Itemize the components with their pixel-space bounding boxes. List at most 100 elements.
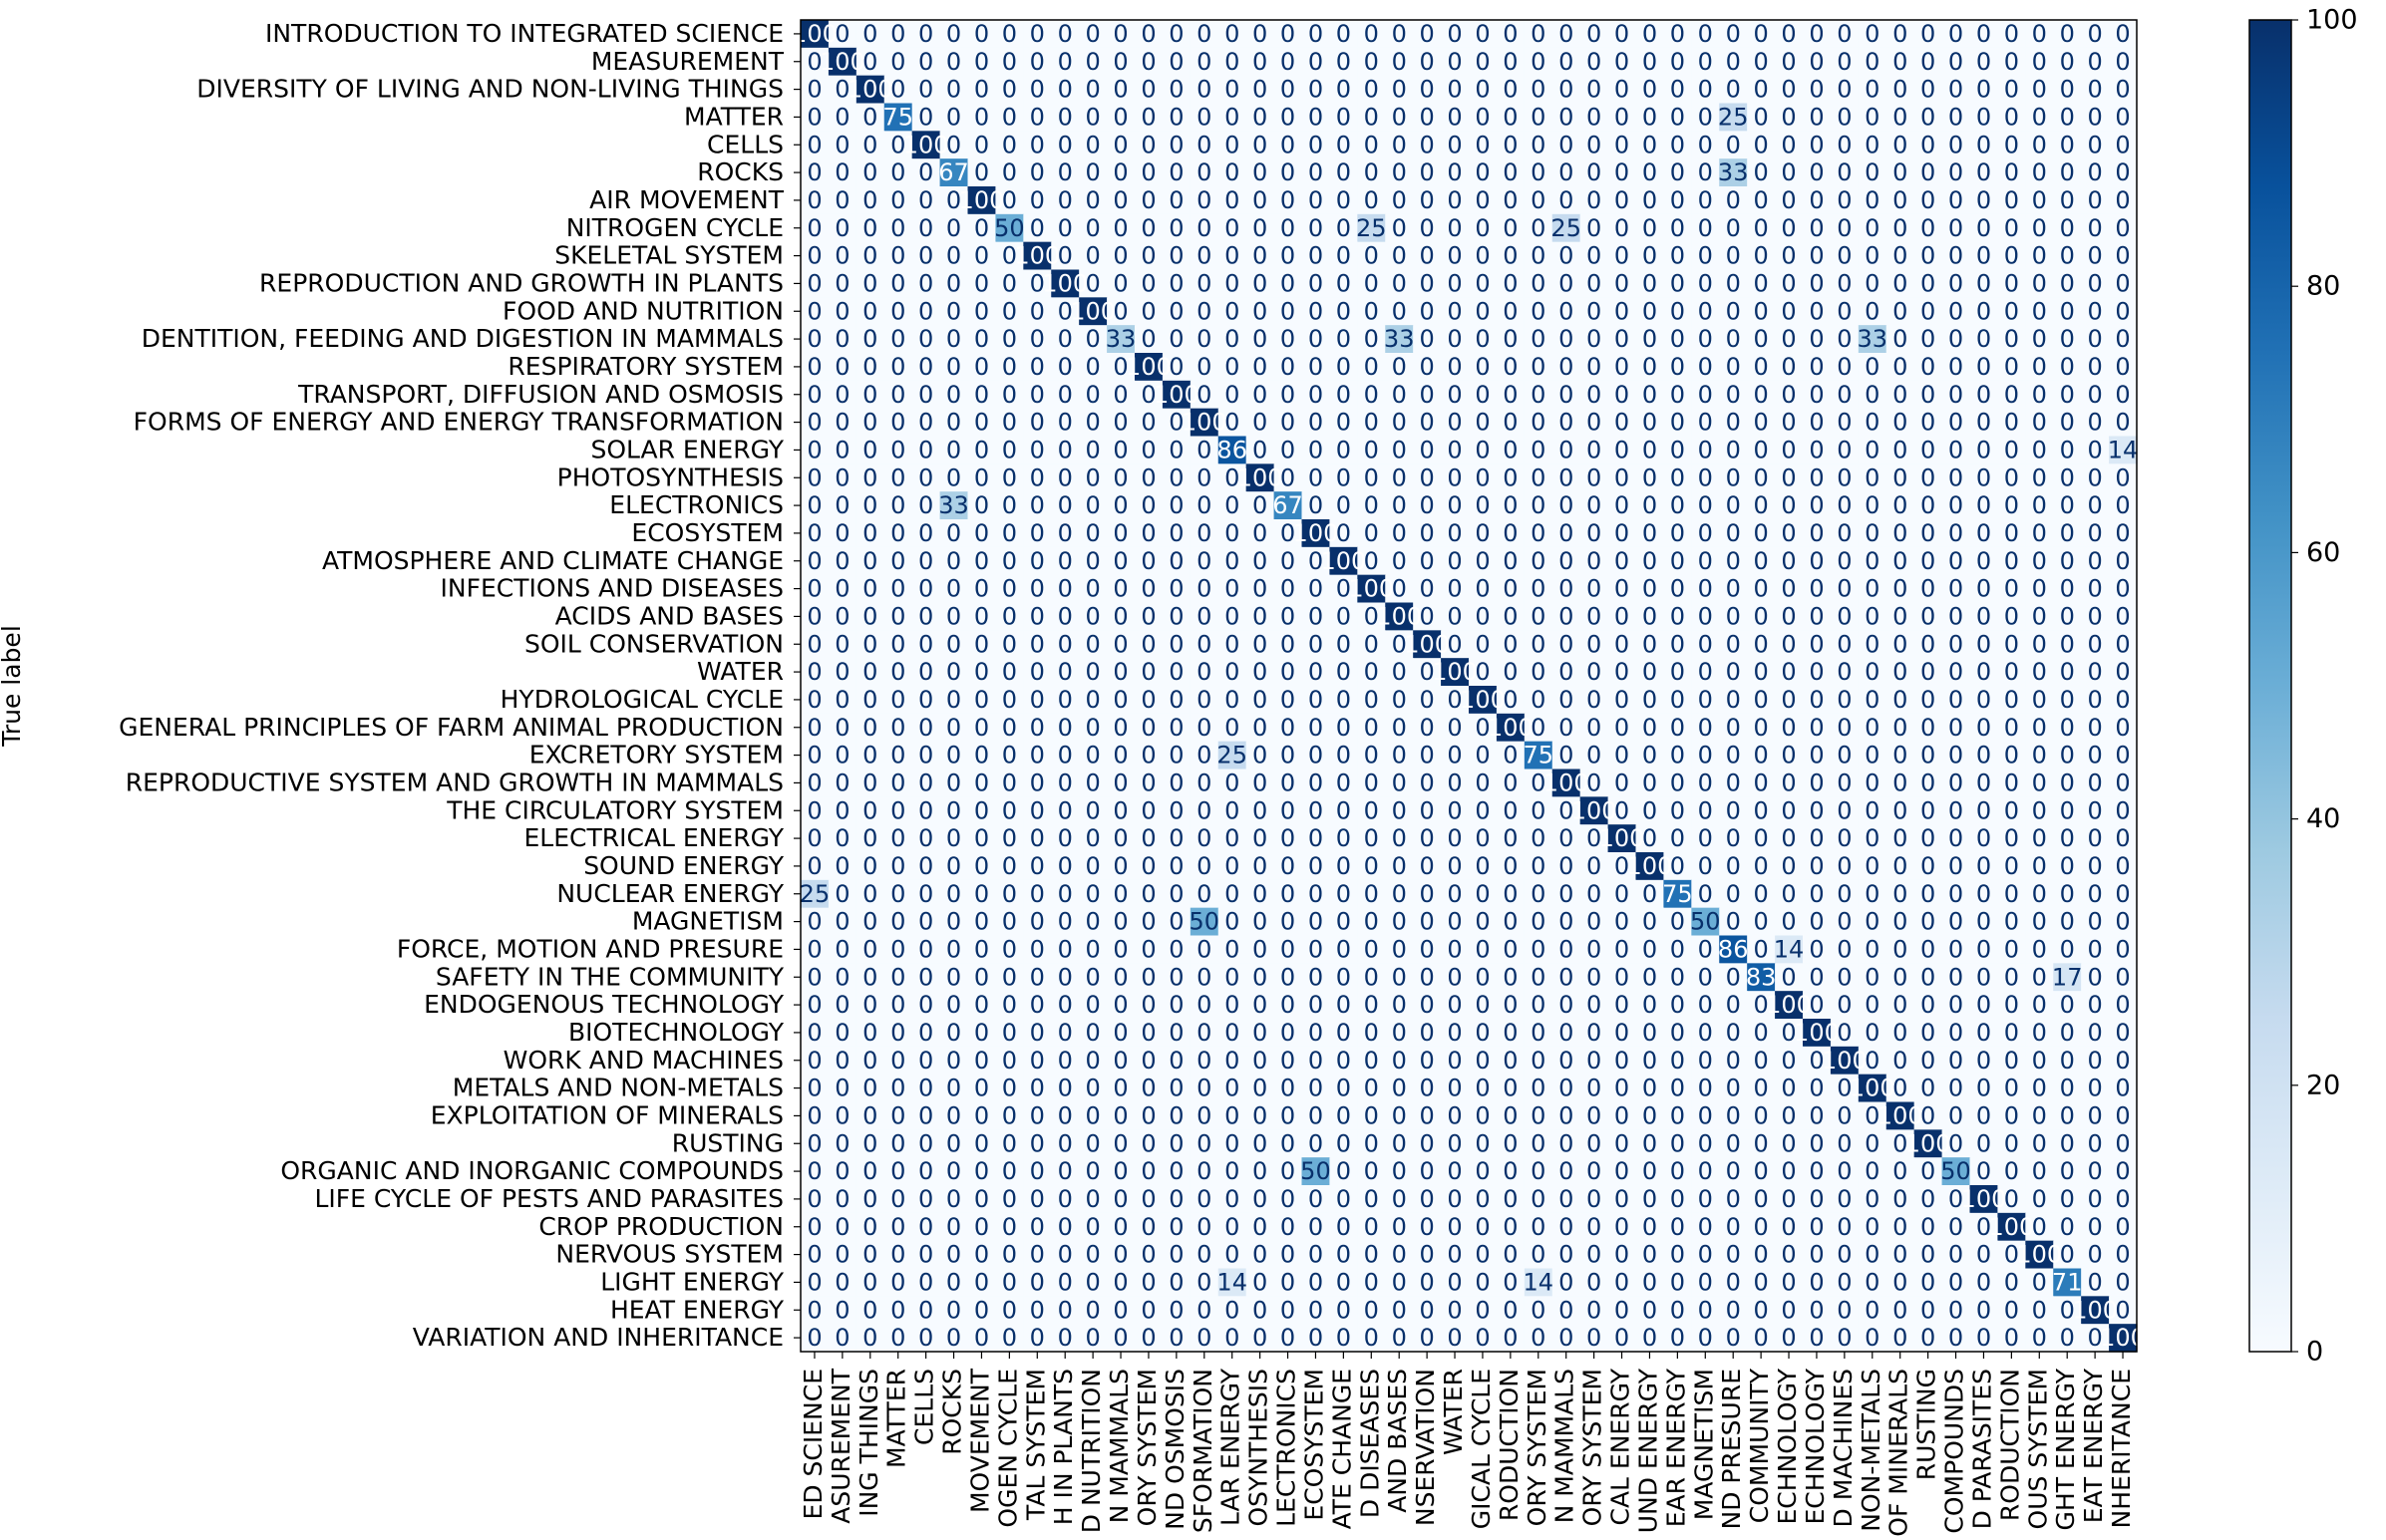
cell-value-label: 0 — [807, 852, 822, 880]
x-tick-label: D PARASITES — [1967, 1369, 1996, 1529]
cell-value-label: 0 — [1614, 1019, 1629, 1047]
x-tick-label: RODUCTION — [1995, 1369, 2024, 1521]
cell-value-label: 0 — [1642, 1047, 1657, 1075]
cell-value-label: 0 — [1419, 158, 1434, 186]
cell-value-label: 0 — [1865, 908, 1879, 936]
cell-value-label: 0 — [1726, 824, 1741, 852]
cell-value-label: 0 — [862, 491, 877, 519]
cell-value-label: 0 — [2087, 991, 2102, 1019]
cell-value-label: 0 — [1698, 880, 1713, 908]
cell-value-label: 0 — [1586, 658, 1601, 686]
cell-value-label: 0 — [1698, 742, 1713, 770]
cell-value-label: 50 — [1190, 908, 1220, 936]
cell-value-label: 0 — [1392, 1185, 1407, 1213]
cell-value-label: 0 — [1558, 1324, 1573, 1352]
cell-value-label: 0 — [1531, 1157, 1545, 1185]
cell-value-label: 0 — [2032, 1324, 2047, 1352]
cell-value-label: 0 — [1531, 269, 1545, 297]
cell-value-label: 0 — [1280, 714, 1295, 742]
cell-value-label: 0 — [946, 630, 961, 658]
heatmap-cell — [1051, 20, 1080, 49]
cell-value-label: 0 — [1558, 1101, 1573, 1129]
cell-value-label: 0 — [1503, 242, 1518, 270]
heatmap-cell — [1413, 20, 1442, 49]
cell-value-label: 0 — [974, 1241, 989, 1269]
cell-value-label: 0 — [2032, 20, 2047, 48]
cell-value-label: 100 — [2016, 1241, 2062, 1269]
cell-value-label: 0 — [1475, 1296, 1490, 1324]
cell-value-label: 0 — [946, 1213, 961, 1241]
cell-value-label: 0 — [1030, 630, 1045, 658]
cell-value-label: 0 — [1892, 1185, 1907, 1213]
cell-value-label: 0 — [1892, 463, 1907, 491]
cell-value-label: 25 — [1550, 214, 1581, 242]
cell-value-label: 0 — [1113, 1129, 1128, 1157]
cell-value-label: 0 — [2004, 880, 2019, 908]
cell-value-label: 0 — [890, 935, 905, 963]
cell-value-label: 0 — [1169, 103, 1184, 131]
cell-value-label: 0 — [1196, 1241, 1211, 1269]
cell-value-label: 0 — [1892, 242, 1907, 270]
cell-value-label: 0 — [1809, 103, 1824, 131]
cell-value-label: 0 — [1948, 575, 1963, 603]
cell-value-label: 0 — [835, 824, 850, 852]
cell-value-label: 0 — [1141, 325, 1156, 353]
cell-value-label: 0 — [1865, 963, 1879, 991]
cell-value-label: 0 — [1336, 1075, 1351, 1102]
cell-value-label: 0 — [1002, 131, 1017, 158]
cell-value-label: 0 — [1837, 714, 1852, 742]
cell-value-label: 0 — [1392, 20, 1407, 48]
cell-value-label: 0 — [1670, 519, 1685, 547]
cell-value-label: 0 — [2004, 1296, 2019, 1324]
cell-value-label: 0 — [1169, 1324, 1184, 1352]
cell-value-label: 0 — [1336, 880, 1351, 908]
cell-value-label: 100 — [1042, 269, 1088, 297]
cell-value-label: 0 — [807, 796, 822, 824]
cell-value-label: 0 — [2060, 630, 2075, 658]
cell-value-label: 0 — [1030, 547, 1045, 575]
cell-value-label: 0 — [2087, 325, 2102, 353]
cell-value-label: 0 — [1753, 186, 1768, 214]
heatmap-cell — [1830, 20, 1860, 49]
cell-value-label: 0 — [1614, 48, 1629, 76]
cell-value-label: 0 — [1670, 1268, 1685, 1296]
cell-value-label: 0 — [1837, 880, 1852, 908]
cell-value-label: 0 — [1058, 1268, 1073, 1296]
cell-value-label: 0 — [1336, 796, 1351, 824]
cell-value-label: 0 — [1447, 547, 1462, 575]
cell-value-label: 0 — [2032, 935, 2047, 963]
cell-value-label: 0 — [1336, 1129, 1351, 1157]
cell-value-label: 0 — [1252, 1241, 1267, 1269]
cell-value-label: 0 — [918, 519, 933, 547]
y-tick-label: RUSTING — [672, 1128, 784, 1157]
cell-value-label: 0 — [1503, 297, 1518, 325]
cell-value-label: 100 — [1988, 1213, 2034, 1241]
heatmap-cell — [1469, 75, 1498, 105]
cell-value-label: 0 — [1948, 463, 1963, 491]
cell-value-label: 0 — [974, 575, 989, 603]
cell-value-label: 0 — [1113, 1241, 1128, 1269]
cell-value-label: 0 — [1503, 436, 1518, 463]
y-tick-label: ACIDS AND BASES — [555, 601, 784, 630]
cell-value-label: 0 — [1085, 214, 1100, 242]
cell-value-label: 0 — [807, 519, 822, 547]
cell-value-label: 0 — [2060, 1047, 2075, 1075]
cell-value-label: 0 — [1586, 935, 1601, 963]
cell-value-label: 0 — [1252, 796, 1267, 824]
cell-value-label: 0 — [1781, 796, 1796, 824]
cell-value-label: 0 — [862, 269, 877, 297]
cell-value-label: 0 — [1252, 48, 1267, 76]
cell-value-label: 0 — [1475, 1268, 1490, 1296]
cell-value-label: 0 — [1392, 714, 1407, 742]
cell-value-label: 0 — [1113, 630, 1128, 658]
cell-value-label: 0 — [1948, 269, 1963, 297]
cell-value-label: 0 — [1670, 48, 1685, 76]
cell-value-label: 0 — [1364, 1157, 1379, 1185]
heatmap-cell — [1496, 75, 1526, 105]
cell-value-label: 0 — [1976, 519, 1991, 547]
cell-value-label: 0 — [2115, 1019, 2130, 1047]
cell-value-label: 0 — [1280, 20, 1295, 48]
cell-value-label: 0 — [1920, 381, 1935, 409]
cell-value-label: 0 — [1030, 463, 1045, 491]
cell-value-label: 0 — [1308, 1047, 1323, 1075]
